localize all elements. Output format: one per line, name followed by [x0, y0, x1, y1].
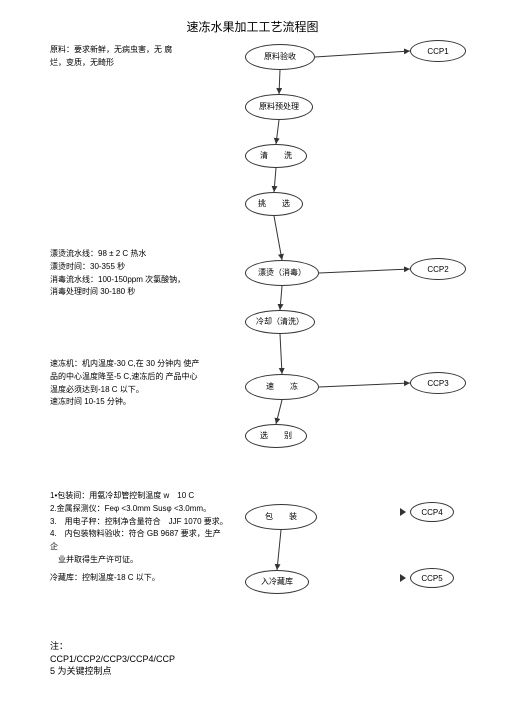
side-text-s3: 速冻机：机内温度-30 C,在 30 分钟内 使产品的中心温度降至-5 C,速冻…	[50, 358, 220, 409]
flow-node-n2: 原料预处理	[245, 94, 313, 120]
footer-note: 注：CCP1/CCP2/CCP3/CCP4/CCP5 为关键控制点	[50, 640, 175, 678]
page-title: 速冻水果加工工艺流程图	[186, 18, 318, 35]
side-text-s4: 1•包装间：用氨冷却管控制温度 w 10 C2.金属探测仪：Feφ <3.0mm…	[50, 490, 230, 567]
flow-node-n8: 选 别	[245, 424, 307, 448]
ccp-node-c3: CCP3	[410, 372, 466, 394]
flow-node-n7: 速 冻	[245, 374, 319, 400]
flow-node-n5: 漂烫（消毒）	[245, 260, 319, 286]
ccp-node-c2: CCP2	[410, 258, 466, 280]
ccp-node-c1: CCP1	[410, 40, 466, 62]
flow-node-n1: 原料验收	[245, 44, 315, 70]
flow-node-n9: 包 装	[245, 504, 317, 530]
side-text-s1: 原料：要求新鲜，无病虫害，无 腐烂，变质，无畸形	[50, 44, 210, 70]
flow-node-n10: 入冷藏库	[245, 570, 309, 594]
flow-node-n6: 冷却（清洗）	[245, 310, 315, 334]
side-text-s5: 冷藏库：控制温度-18 C 以下。	[50, 572, 220, 585]
flow-node-n3: 清 洗	[245, 144, 307, 168]
side-text-s2: 漂烫流水线：98 ± 2 C 热水漂烫时间：30-355 秒消毒流水线：100-…	[50, 248, 220, 299]
ccp-node-c5: CCP5	[410, 568, 454, 588]
ccp-node-c4: CCP4	[410, 502, 454, 522]
flow-node-n4: 挑 选	[245, 192, 303, 216]
